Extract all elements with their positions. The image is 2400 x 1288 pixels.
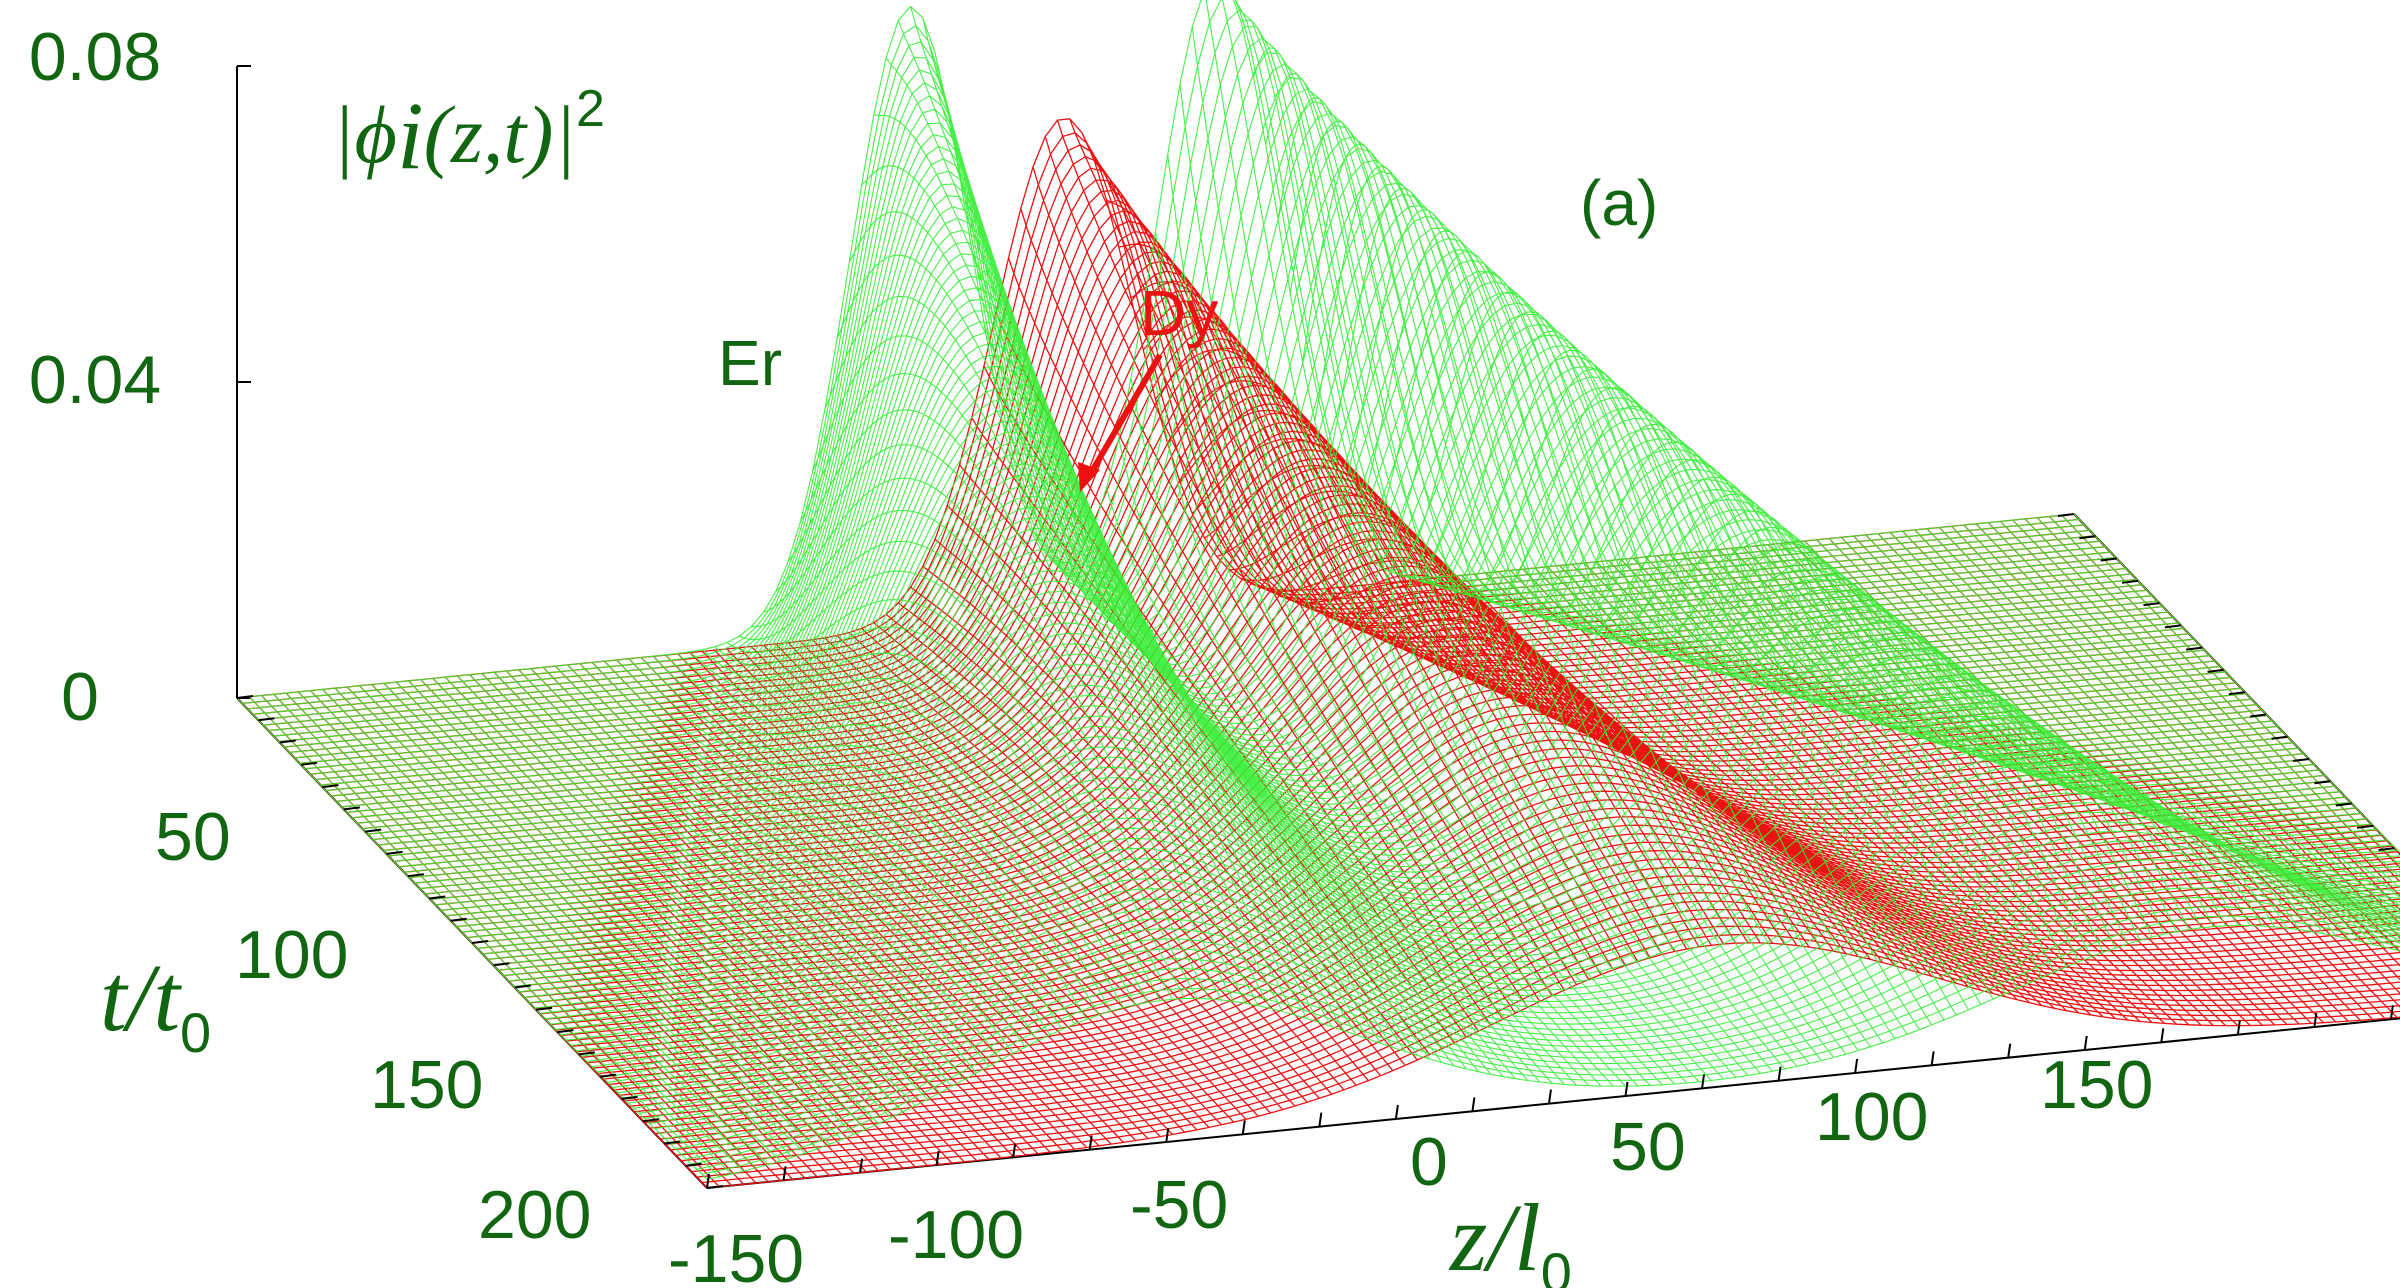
y-tick-mark [685,1162,702,1167]
x-tick-mark [1547,1089,1552,1104]
x-tick-label: -100 [888,1197,1024,1273]
y-tick-mark [642,1118,660,1123]
y-tick-label: 200 [478,1177,591,1253]
panel-label: (a) [1580,167,1658,239]
x-tick-mark [1394,1104,1399,1120]
y-tick-mark [2100,557,2117,562]
y-tick-mark [471,940,489,944]
series-label-er: Er [718,327,782,399]
x-tick-mark [2160,1028,2165,1043]
x-tick-mark [782,1166,787,1181]
x-axis-title: z/l0 [1448,1184,1572,1288]
y-tick-mark [2335,802,2352,807]
x-tick-mark [1471,1097,1476,1112]
y-tick-mark [365,828,382,833]
y-tick-mark [2250,713,2267,718]
x-tick-mark [1624,1081,1629,1097]
y-tick-mark [2186,646,2203,651]
x-tick-mark [2083,1035,2088,1051]
z-tick-label: 0 [61,659,99,735]
y-tick-mark [2143,602,2160,607]
dy-pointer-arrowhead [1078,462,1100,492]
y-tick-mark [578,1051,595,1056]
x-tick-mark [1012,1143,1017,1158]
y-tick-mark [2079,535,2096,540]
y-tick-mark [2356,824,2374,829]
y-tick-mark [343,806,360,811]
x-tick-label: 50 [1610,1109,1686,1185]
surface-mesh-dy [236,118,2400,1189]
x-tick-label: 150 [2040,1047,2153,1123]
y-tick-mark [557,1029,574,1034]
x-tick-mark [2389,1005,2394,1020]
x-tick-mark [1854,1058,1859,1074]
y-tick-mark [2164,624,2181,629]
y-tick-mark [322,784,339,789]
y-tick-mark [300,761,318,766]
z-tick-label: 0.04 [29,342,161,418]
y-tick-mark [279,739,296,744]
x-tick-mark [1930,1051,1935,1066]
y-tick-mark [514,984,531,989]
x-tick-mark [1701,1074,1706,1089]
x-tick-mark [1241,1120,1246,1135]
y-tick-mark [2271,735,2288,740]
x-tick-label: -50 [1130,1167,1228,1243]
y-tick-mark [429,895,446,900]
x-tick-label: 0 [1410,1124,1448,1200]
y-tick-mark [236,695,254,699]
y-tick-mark [600,1073,617,1078]
y-tick-mark [2121,579,2139,584]
y-tick-mark [493,962,510,967]
y-tick-mark [535,1006,553,1011]
x-tick-mark [1777,1066,1782,1081]
y-axis-title: t/t0 [100,944,211,1064]
x-tick-mark [1088,1135,1093,1150]
y-tick-mark [664,1140,681,1145]
y-tick-mark [407,873,425,878]
x-tick-label: 100 [1815,1079,1928,1155]
y-tick-mark [706,1185,724,1189]
y-tick-mark [2378,847,2395,852]
y-tick-mark [258,717,275,722]
y-tick-label: 100 [235,917,348,993]
z-tick-label: 0.08 [29,19,161,95]
y-tick-mark [2314,780,2331,785]
y-tick-mark [2207,668,2224,673]
surface-mesh-er [236,0,2400,1180]
x-tick-label: -150 [668,1221,804,1288]
y-tick-mark [2057,513,2075,517]
surface-meshes [236,0,2400,1189]
x-tick-mark [935,1150,940,1166]
x-tick-mark [706,1173,710,1189]
x-tick-mark [1165,1127,1170,1143]
y-tick-mark [386,850,403,855]
y-tick-label: 150 [370,1047,483,1123]
x-tick-mark [2313,1012,2318,1028]
tick-marks [236,513,2400,1189]
y-tick-mark [2228,691,2246,696]
y-tick-mark [621,1095,638,1100]
x-tick-mark [2236,1020,2241,1035]
x-tick-mark [859,1158,864,1173]
series-label-dy: Dy [1140,277,1218,349]
y-tick-label: 50 [155,799,231,875]
x-tick-mark [2007,1043,2012,1058]
y-tick-mark [2292,758,2310,762]
x-tick-mark [1318,1112,1323,1127]
z-axis-title: |ϕi(z,t)|2 [332,80,605,189]
dy-pointer-arrow [1085,353,1163,480]
y-tick-mark [450,917,467,922]
